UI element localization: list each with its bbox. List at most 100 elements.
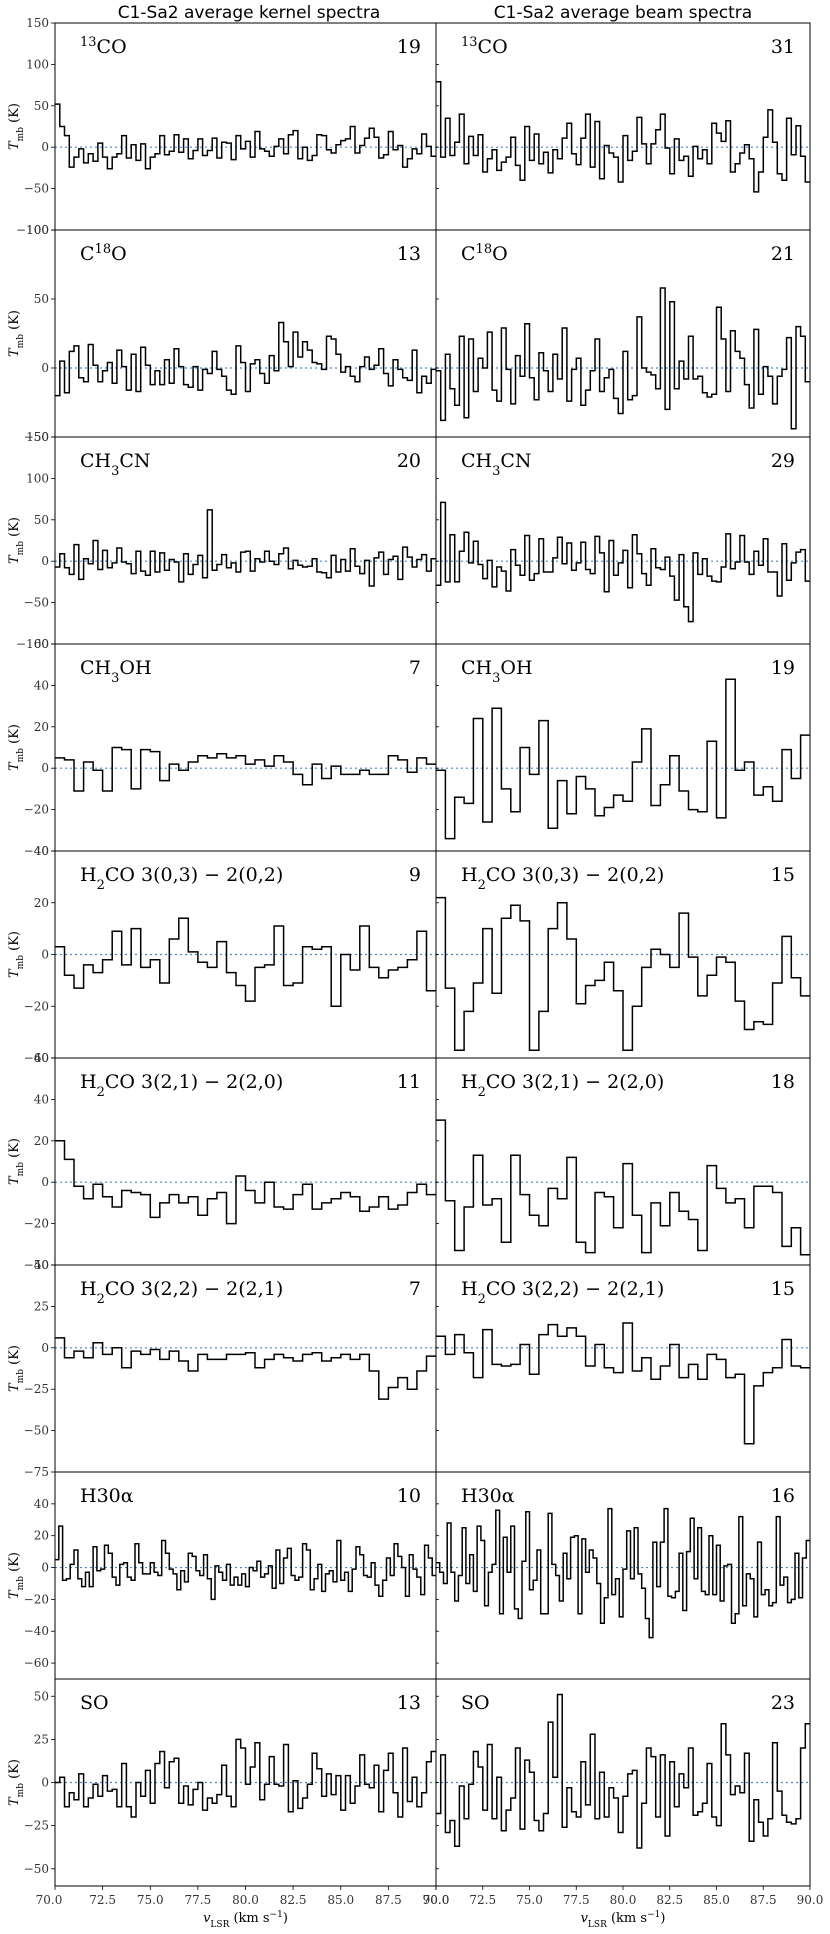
beam-spectrum-line (436, 896, 810, 1051)
kernel-column-title: C1-Sa2 average kernel spectra (118, 3, 381, 23)
kernel-spectrum-panel: H2CO 3(0,3) − 2(0,2) 9 (54, 850, 437, 1059)
y-tick-label: 0 (41, 361, 49, 375)
spectrum-panel-row: 13CO 19 13CO 31 −100 −50 0 50 100 150 Tmb (K) (7, 16, 811, 237)
molecule-label-beam: CH3CN (461, 450, 532, 479)
beam-spectrum-line (436, 287, 810, 430)
beam-rms-value: 31 (771, 36, 795, 58)
y-axis-label: Tmb (K) (7, 1759, 26, 1806)
y-tick-label: 50 (34, 292, 49, 306)
molecule-label-beam: H2CO 3(2,2) − 2(2,1) (461, 1278, 664, 1307)
kernel-rms-value: 19 (397, 36, 421, 58)
kernel-rms-value: 10 (397, 1485, 421, 1507)
molecule-label-beam: H2CO 3(2,1) − 2(2,0) (461, 1071, 664, 1100)
y-tick-label: −50 (24, 1862, 49, 1876)
y-axis-label: Tmb (K) (7, 724, 26, 771)
y-tick-label: −40 (24, 1051, 49, 1065)
y-tick-label: 50 (34, 513, 49, 527)
beam-column-title: C1-Sa2 average beam spectra (494, 3, 752, 23)
beam-spectrum-panel: H30α 16 (435, 1471, 811, 1680)
y-tick-label: 20 (34, 1134, 49, 1148)
y-tick-label: 0 (41, 761, 49, 775)
y-tick-label: 0 (41, 1776, 49, 1790)
spectrum-panel-row: H2CO 3(2,2) − 2(2,1) 7 H2CO 3(2,2) − 2(2,1… (7, 1258, 811, 1479)
y-axis-label: Tmb (K) (7, 103, 26, 150)
molecule-label-beam: C18O (461, 242, 508, 266)
kernel-spectrum-line (55, 746, 436, 792)
beam-spectrum-line (436, 678, 810, 840)
spectrum-panel-row: H2CO 3(2,1) − 2(2,0) 11 H2CO 3(2,1) − 2(2,… (7, 1051, 811, 1272)
y-tick-label: 150 (26, 430, 49, 444)
y-tick-label: −40 (24, 844, 49, 858)
beam-spectrum-panel: H2CO 3(2,2) − 2(2,1) 15 (435, 1264, 811, 1473)
molecule-label-kernel: H30α (80, 1485, 134, 1507)
x-tick-label: 80.0 (232, 1893, 259, 1907)
y-axis: −40 −20 0 20 40 60 Tmb (K) (7, 637, 439, 858)
y-tick-label: 0 (41, 140, 49, 154)
y-tick-label: −50 (24, 430, 49, 444)
beam-spectrum-line (436, 1507, 810, 1639)
beam-spectrum-panel: H2CO 3(2,1) − 2(2,0) 18 (435, 1057, 811, 1266)
y-tick-label: 0 (41, 1561, 49, 1575)
beam-spectrum-line (436, 1693, 810, 1849)
y-axis-label: Tmb (K) (7, 931, 26, 978)
spectrum-panel-row: H30α 10 H30α 16 −60 −40 −20 0 20 40 Tmb (K) (7, 1471, 811, 1680)
x-tick-label: 70.0 (36, 1893, 63, 1907)
kernel-spectrum-line (55, 509, 436, 587)
x-tick-label: 80.0 (610, 1893, 637, 1907)
y-axis-label: Tmb (K) (7, 310, 26, 357)
x-tick-label: 82.5 (280, 1893, 307, 1907)
y-tick-label: 100 (26, 471, 49, 485)
molecule-label-kernel: H2CO 3(0,3) − 2(0,2) (80, 864, 283, 893)
y-axis-label: Tmb (K) (7, 1138, 26, 1185)
x-tick-label: 75.0 (137, 1893, 164, 1907)
y-axis: −60 −40 −20 0 20 40 Tmb (K) (7, 1497, 439, 1670)
y-tick-label: 20 (34, 896, 49, 910)
x-axis-label-left: vLSR (km s−1) (203, 1910, 288, 1930)
molecule-label-kernel: 13CO (80, 35, 127, 59)
beam-spectrum-panel: SO 23 (435, 1678, 811, 1887)
spectrum-panel-row: SO 13 SO 23 −50 −25 0 25 50 Tmb (K) (7, 1678, 811, 1887)
kernel-rms-value: 20 (397, 450, 421, 472)
y-axis: −40 −20 0 20 40 60 Tmb (K) (7, 1051, 439, 1272)
beam-spectrum-line (436, 1322, 810, 1445)
beam-rms-value: 19 (771, 657, 795, 679)
x-tick-label: 72.5 (89, 1893, 116, 1907)
y-tick-label: −20 (24, 999, 49, 1013)
kernel-spectrum-panel: H2CO 3(2,2) − 2(2,1) 7 (54, 1264, 437, 1473)
beam-rms-value: 21 (771, 243, 795, 265)
beam-spectrum-line (436, 501, 810, 623)
kernel-spectrum-line (55, 1738, 436, 1818)
kernel-spectrum-panel: CH3CN 20 (54, 436, 437, 645)
y-tick-label: 60 (34, 637, 49, 651)
x-tick-label: 87.5 (375, 1893, 402, 1907)
x-tick-label: 90.0 (423, 1893, 450, 1907)
kernel-spectrum-panel: CH3OH 7 (54, 643, 437, 852)
y-axis: −100 −50 0 50 100 150 Tmb (K) (7, 430, 439, 651)
y-tick-label: −50 (24, 1424, 49, 1438)
kernel-spectrum-line (55, 1525, 436, 1601)
beam-spectrum-panel: CH3CN 29 (435, 436, 811, 645)
x-tick-label: 77.5 (185, 1893, 212, 1907)
y-tick-label: −25 (24, 1819, 49, 1833)
y-tick-label: −50 (24, 182, 49, 196)
molecule-label-kernel: C18O (80, 242, 127, 266)
y-tick-label: 40 (34, 1092, 49, 1106)
spectrum-panel-row: CH3CN 20 CH3CN 29 −100 −50 0 50 100 150 Tmb (K) (7, 430, 811, 651)
beam-rms-value: 15 (771, 1278, 795, 1300)
y-tick-label: 40 (34, 844, 49, 858)
molecule-label-kernel: H2CO 3(2,1) − 2(2,0) (80, 1071, 283, 1100)
kernel-spectrum-panel: SO 13 (54, 1678, 437, 1887)
y-axis-label: Tmb (K) (7, 1552, 26, 1599)
x-tick-label: 90.0 (797, 1893, 824, 1907)
x-tick-label: 75.0 (516, 1893, 543, 1907)
spectrum-panel-row: H2CO 3(0,3) − 2(0,2) 9 H2CO 3(0,3) − 2(0,2… (7, 844, 811, 1065)
y-tick-label: 0 (41, 554, 49, 568)
spectrum-panel-row: CH3OH 7 CH3OH 19 −40 −20 0 20 40 60 Tmb (K) (7, 637, 811, 858)
molecule-label-kernel: SO (80, 1692, 109, 1714)
y-tick-label: −75 (24, 1465, 49, 1479)
molecule-label-beam: H30α (461, 1485, 515, 1507)
y-tick-label: 20 (34, 720, 49, 734)
beam-rms-value: 23 (771, 1692, 795, 1714)
